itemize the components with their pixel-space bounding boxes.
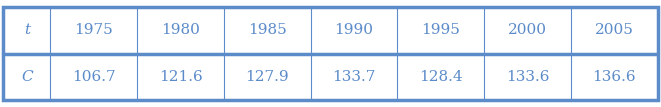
Text: 1985: 1985 <box>248 24 287 37</box>
Text: 127.9: 127.9 <box>245 70 289 83</box>
Text: 2000: 2000 <box>508 24 547 37</box>
Text: 1975: 1975 <box>75 24 113 37</box>
Text: C: C <box>21 70 32 83</box>
Text: 121.6: 121.6 <box>159 70 202 83</box>
Text: 128.4: 128.4 <box>419 70 463 83</box>
Text: 2005: 2005 <box>595 24 634 37</box>
Bar <box>3 7 658 100</box>
Text: t: t <box>24 24 30 37</box>
Text: 133.6: 133.6 <box>506 70 549 83</box>
Bar <box>3 7 658 100</box>
Text: 1990: 1990 <box>334 24 373 37</box>
Text: 133.7: 133.7 <box>332 70 375 83</box>
Text: 136.6: 136.6 <box>592 70 636 83</box>
Text: 1995: 1995 <box>421 24 460 37</box>
Text: 106.7: 106.7 <box>72 70 116 83</box>
Text: 1980: 1980 <box>161 24 200 37</box>
